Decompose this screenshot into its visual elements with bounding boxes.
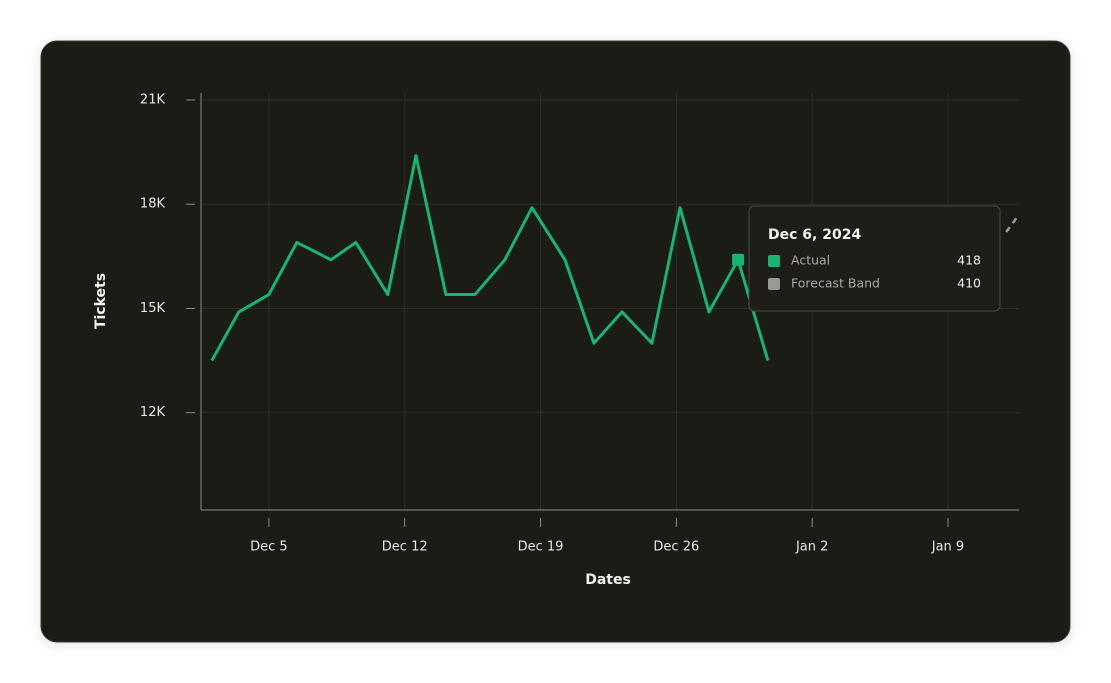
y-tick-label: 18K <box>140 197 166 212</box>
card <box>40 40 1071 643</box>
x-tick-label: Jan 2 <box>795 540 828 555</box>
hover-point <box>732 253 745 266</box>
x-tick-label: Dec 26 <box>653 540 699 555</box>
grid: 12K 15K 18K 21K Dec 5 Dec 12 Dec 19 Dec 26 Jan 2… <box>140 92 1019 555</box>
x-axis-label: Dates <box>585 572 631 588</box>
x-tick-label: Dec 5 <box>250 540 288 555</box>
tooltip-title: Dec 6, 2024 <box>768 227 861 243</box>
y-tick-label: 12K <box>140 405 166 420</box>
x-tick-label: Dec 12 <box>382 540 428 555</box>
tooltip: Dec 6, 2024 Actual 418 Forecast Band 410 <box>748 205 1001 312</box>
plot <box>210 154 1021 362</box>
x-tick-label: Jan 9 <box>931 540 964 555</box>
y-tick-label: 21K <box>140 92 166 107</box>
tooltip-label: Actual <box>791 253 830 268</box>
y-axis-label: Tickets <box>93 273 109 329</box>
x-tick-label: Dec 19 <box>518 540 564 555</box>
series-line <box>1005 213 1021 233</box>
tooltip-label: Forecast Band <box>791 276 880 291</box>
tooltip-swatch <box>768 255 780 267</box>
tooltip-swatch <box>768 278 780 290</box>
tooltip-box <box>748 205 1001 312</box>
series-line <box>210 154 770 362</box>
tooltip-value: 418 <box>957 253 981 268</box>
tooltip-value: 410 <box>957 276 981 291</box>
y-tick-label: 15K <box>140 301 166 316</box>
